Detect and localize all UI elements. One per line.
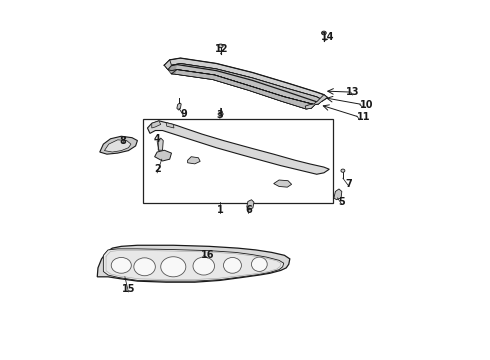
Text: 16: 16 (200, 250, 214, 260)
Text: 7: 7 (345, 179, 352, 189)
Polygon shape (177, 103, 181, 110)
Polygon shape (166, 123, 174, 128)
Polygon shape (158, 138, 163, 150)
Polygon shape (104, 140, 131, 152)
Polygon shape (97, 245, 290, 282)
Polygon shape (147, 121, 329, 174)
Ellipse shape (218, 112, 223, 116)
Text: 14: 14 (321, 32, 334, 41)
Ellipse shape (321, 31, 326, 35)
Ellipse shape (161, 257, 186, 277)
Text: 4: 4 (154, 134, 161, 144)
Text: 3: 3 (217, 111, 223, 121)
Ellipse shape (218, 44, 223, 48)
Polygon shape (247, 200, 254, 210)
Polygon shape (168, 63, 322, 109)
Text: 11: 11 (357, 112, 370, 122)
Polygon shape (100, 136, 137, 154)
Text: 1: 1 (217, 206, 223, 216)
Ellipse shape (111, 257, 131, 273)
Text: 10: 10 (360, 100, 374, 110)
Polygon shape (152, 121, 161, 128)
Ellipse shape (223, 257, 242, 273)
Ellipse shape (341, 169, 345, 172)
Polygon shape (305, 95, 327, 109)
Polygon shape (334, 189, 342, 200)
Text: 12: 12 (215, 44, 228, 54)
Polygon shape (172, 69, 315, 109)
Polygon shape (274, 180, 292, 187)
Text: 6: 6 (245, 206, 252, 216)
Polygon shape (155, 150, 172, 161)
Bar (143, 119, 333, 203)
Text: 8: 8 (120, 136, 126, 145)
Text: 15: 15 (122, 284, 135, 294)
Text: 5: 5 (339, 197, 345, 207)
Ellipse shape (134, 258, 155, 276)
Ellipse shape (251, 257, 267, 271)
Polygon shape (188, 157, 200, 164)
Text: 2: 2 (154, 164, 161, 174)
Polygon shape (103, 249, 284, 281)
Polygon shape (164, 58, 327, 105)
Text: 9: 9 (181, 109, 187, 119)
Polygon shape (164, 60, 171, 69)
Ellipse shape (193, 257, 215, 275)
Text: 13: 13 (346, 87, 359, 97)
